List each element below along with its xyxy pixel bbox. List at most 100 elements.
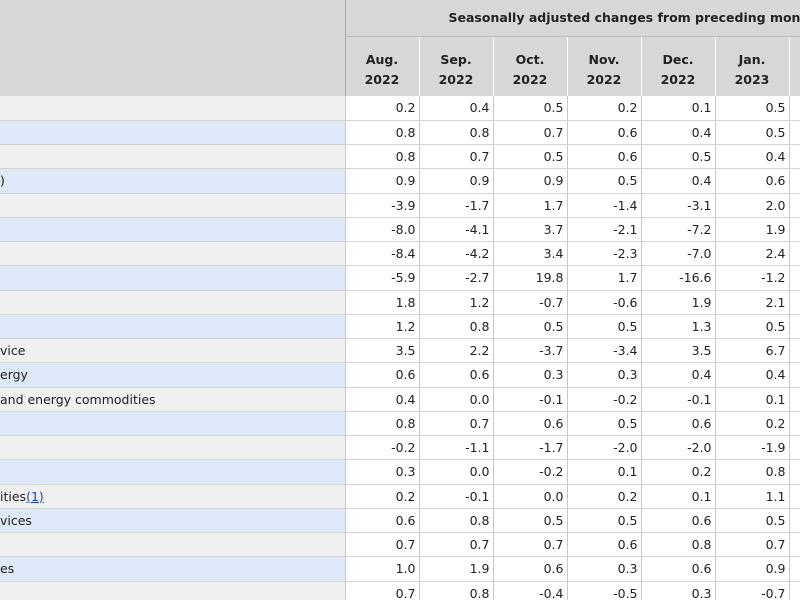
overflow-cell: [788, 265, 800, 291]
table-row: 0.2 0.4 0.5 0.2 0.1 0.5: [0, 96, 800, 121]
overflow-cell: [788, 581, 800, 600]
value-cell: 0.4: [714, 362, 789, 388]
column-year-label: 2022: [586, 72, 622, 87]
overflow-cell: [788, 556, 800, 582]
value-cell: -2.7: [418, 265, 493, 291]
overflow-cell: [788, 120, 800, 146]
value-cell: 0.4: [640, 120, 715, 146]
value-cell: 0.2: [640, 459, 715, 485]
value-cell: -0.2: [344, 435, 419, 461]
column-month-label: Sep.: [440, 52, 472, 67]
value-cell: 0.7: [418, 411, 493, 437]
row-label-text: and energy commodities: [0, 391, 156, 407]
row-label: [0, 532, 345, 558]
row-label: ities(1): [0, 484, 345, 509]
overflow-cell: [788, 96, 800, 121]
value-cell: 0.5: [492, 508, 567, 534]
value-cell: 0.8: [418, 581, 493, 600]
value-cell: 0.2: [344, 484, 419, 509]
value-cell: -0.6: [566, 290, 641, 315]
value-cell: 0.5: [566, 411, 641, 437]
value-cell: 0.7: [418, 532, 493, 558]
row-label: [0, 411, 345, 437]
value-cell: -2.0: [640, 435, 715, 461]
value-cell: 0.6: [566, 144, 641, 170]
value-cell: 0.3: [492, 362, 567, 388]
value-cell: 1.9: [714, 217, 789, 243]
value-cell: -2.0: [566, 435, 641, 461]
month-header-row: Aug. 2022 Sep. 2022 Oct. 2022 Nov. 2022 Dec. 2022…: [0, 36, 800, 96]
value-cell: 3.4: [492, 241, 567, 267]
value-cell: -2.3: [566, 241, 641, 267]
value-cell: 0.5: [714, 120, 789, 146]
overflow-cell: [788, 532, 800, 558]
row-label-text: ities: [0, 488, 27, 504]
value-cell: -1.7: [418, 193, 493, 218]
table-row: 0.8 0.7 0.6 0.5 0.6 0.2: [0, 411, 800, 437]
value-cell: 0.3: [566, 556, 641, 582]
column-group-caption: Seasonally adjusted changes from precedi…: [345, 0, 800, 37]
value-cell: 0.0: [418, 459, 493, 485]
overflow-cell: [788, 217, 800, 243]
table-row: 0.7 0.8 -0.4 -0.5 0.3 -0.7: [0, 581, 800, 600]
table-row: 0.3 0.0 -0.2 0.1 0.2 0.8: [0, 459, 800, 485]
overflow-cell: [788, 168, 800, 194]
row-label: vices: [0, 508, 345, 534]
value-cell: 0.5: [566, 508, 641, 534]
table-row: ) 0.9 0.9 0.9 0.5 0.4 0.6: [0, 168, 800, 194]
value-cell: -1.2: [714, 265, 789, 291]
value-cell: 0.5: [714, 96, 789, 121]
value-cell: -3.4: [566, 338, 641, 364]
value-cell: 2.4: [714, 241, 789, 267]
value-cell: 0.3: [344, 459, 419, 485]
value-cell: 1.7: [566, 265, 641, 291]
value-cell: 0.6: [492, 556, 567, 582]
value-cell: 0.7: [492, 120, 567, 146]
value-cell: 0.9: [344, 168, 419, 194]
value-cell: 0.6: [492, 411, 567, 437]
overflow-cell: [788, 362, 800, 388]
column-month-label: Aug.: [365, 52, 399, 67]
value-cell: -1.9: [714, 435, 789, 461]
value-cell: 0.3: [640, 581, 715, 600]
value-cell: 0.8: [418, 508, 493, 534]
value-cell: 0.4: [640, 168, 715, 194]
row-label-text: ergy: [0, 367, 28, 383]
row-label: [0, 96, 345, 121]
value-cell: 1.2: [418, 290, 493, 315]
column-month-label: Jan.: [738, 52, 766, 67]
value-cell: -8.0: [344, 217, 419, 243]
row-label: [0, 314, 345, 340]
overflow-cell: [788, 435, 800, 461]
value-cell: -1.4: [566, 193, 641, 218]
value-cell: 0.1: [714, 387, 789, 412]
value-cell: 0.7: [344, 581, 419, 600]
value-cell: 0.5: [492, 314, 567, 340]
value-cell: -7.2: [640, 217, 715, 243]
column-year-label: 2022: [438, 72, 474, 87]
value-cell: 0.8: [418, 120, 493, 146]
overflow-cell: [788, 411, 800, 437]
value-cell: 3.5: [640, 338, 715, 364]
value-cell: -2.1: [566, 217, 641, 243]
value-cell: 0.7: [492, 532, 567, 558]
value-cell: 0.1: [640, 96, 715, 121]
table-row: 1.2 0.8 0.5 0.5 1.3 0.5: [0, 314, 800, 340]
value-cell: -0.1: [640, 387, 715, 412]
column-month-label: Oct.: [515, 52, 545, 67]
value-cell: 0.4: [418, 96, 493, 121]
table-row: -8.4 -4.2 3.4 -2.3 -7.0 2.4: [0, 241, 800, 267]
value-cell: -0.2: [492, 459, 567, 485]
value-cell: 0.8: [344, 411, 419, 437]
value-cell: -3.9: [344, 193, 419, 218]
value-cell: -1.7: [492, 435, 567, 461]
table-row: ities(1) 0.2 -0.1 0.0 0.2 0.1 1.1: [0, 484, 800, 509]
row-label-text: es: [0, 561, 15, 577]
value-cell: -0.1: [492, 387, 567, 412]
column-header-month: Aug. 2022: [344, 36, 419, 96]
value-cell: 0.8: [714, 459, 789, 485]
value-cell: 0.6: [714, 168, 789, 194]
footnote-link[interactable]: (1): [26, 488, 44, 504]
value-cell: 0.2: [344, 96, 419, 121]
